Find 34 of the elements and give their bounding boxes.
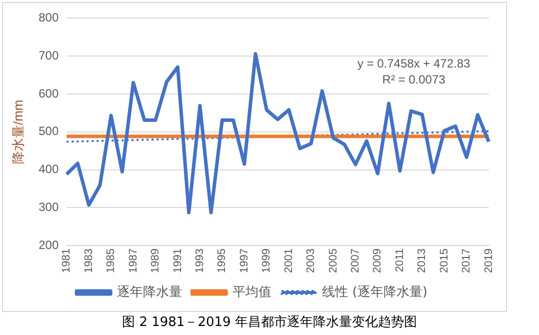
legend-label: 线性 (逐年降水量) [322, 284, 428, 300]
x-tick-label: 2007 [350, 248, 362, 274]
y-tick-label: 500 [38, 124, 59, 138]
x-tick-label: 2005 [327, 248, 340, 274]
y-tick-label: 200 [38, 238, 59, 252]
x-tick-label: 1997 [238, 248, 250, 274]
x-tick-label: 1995 [216, 248, 228, 274]
x-tick-label: 1989 [150, 248, 162, 274]
y-axis-title: 降水量/mm [10, 100, 26, 164]
y-tick-label: 800 [38, 10, 59, 25]
legend-label: 平均值 [232, 284, 272, 300]
y-tick-label: 700 [38, 48, 59, 62]
caption: 图 2 1981－2019 年昌都市逐年降水量变化趋势图 [121, 314, 418, 331]
annotation: y = 0.7458x + 472.83 [357, 56, 470, 71]
annotation: R² = 0.0073 [382, 72, 446, 87]
y-tick-label: 600 [38, 86, 59, 100]
x-tick-label: 1991 [172, 248, 184, 274]
y-tick-label: 400 [38, 162, 59, 176]
x-tick-label: 2009 [372, 248, 384, 274]
x-tick-label: 2003 [305, 248, 318, 274]
x-tick-label: 1999 [260, 248, 273, 274]
legend-label: 逐年降水量 [117, 284, 182, 300]
x-tick-label: 2019 [482, 248, 495, 274]
x-tick-label: 1985 [105, 248, 118, 274]
y-tick-label: 300 [38, 200, 59, 214]
x-tick-label: 2015 [438, 248, 450, 274]
x-tick-label: 1987 [127, 248, 140, 274]
x-tick-label: 1981 [60, 248, 73, 274]
x-tick-label: 1993 [194, 248, 206, 274]
x-tick-label: 1983 [82, 248, 95, 274]
x-tick-label: 2011 [394, 248, 406, 272]
x-tick-label: 2001 [282, 248, 295, 274]
x-tick-label: 2013 [416, 248, 428, 274]
x-tick-label: 2017 [460, 248, 473, 274]
